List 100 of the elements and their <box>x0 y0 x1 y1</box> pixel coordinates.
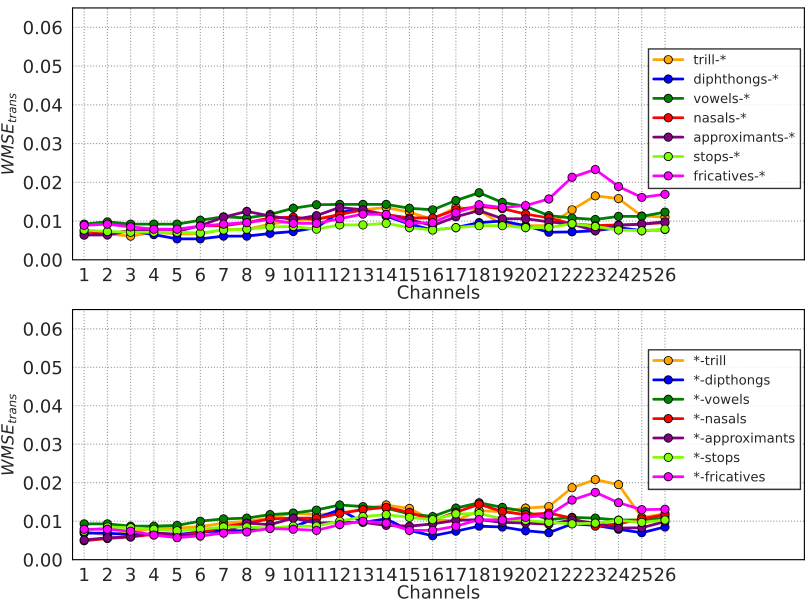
x-tick-label: 11 <box>306 268 326 282</box>
point <box>451 196 460 206</box>
point <box>288 218 298 228</box>
point <box>404 512 414 522</box>
x-tick-label: 19 <box>492 268 513 282</box>
point <box>428 205 438 214</box>
point <box>637 192 646 202</box>
point <box>428 526 438 535</box>
x-tick-label: 4 <box>148 268 159 282</box>
legend-label: fricatives-* <box>694 170 766 181</box>
point <box>288 204 298 213</box>
y-tick-label: 0.03 <box>24 136 62 151</box>
x-tick-label: 8 <box>242 568 252 582</box>
y-axis-title: WMSE$_{trans}$ <box>1 93 16 174</box>
x-tick-label: 13 <box>353 268 373 282</box>
y-tick-label: 0.00 <box>24 553 62 567</box>
point <box>404 204 414 213</box>
x-tick-label: 9 <box>265 268 274 282</box>
x-tick-label: 17 <box>446 568 466 582</box>
x-tick-label: 10 <box>284 268 304 282</box>
point <box>218 514 228 524</box>
point <box>312 218 322 228</box>
point <box>312 526 322 535</box>
x-tick-label: 23 <box>585 268 606 282</box>
point <box>660 208 670 217</box>
x-axis-title: Channels <box>398 584 480 599</box>
x-tick-label: 25 <box>632 568 652 582</box>
x-tick-label: 20 <box>515 268 536 282</box>
point <box>242 206 252 216</box>
point <box>567 227 577 236</box>
legend-label: stops-* <box>694 151 740 164</box>
x-tick-label: 8 <box>242 268 252 282</box>
point <box>428 218 438 228</box>
legend-label: *-trill <box>694 355 726 366</box>
legend-label: *-dipthongs <box>694 374 770 388</box>
x-tick-label: 23 <box>585 568 606 582</box>
x-tick-label: 19 <box>492 568 513 582</box>
legend-label: trill-* <box>694 54 726 64</box>
point <box>521 526 530 536</box>
x-tick-label: 2 <box>102 268 112 282</box>
legend-label: *-vowels <box>694 394 750 404</box>
y-tick-label: 0.06 <box>24 20 62 34</box>
x-tick-label: 6 <box>196 268 205 282</box>
y-axis-title: WMSE$_{trans}$ <box>1 394 16 474</box>
legend-label: *-fricatives <box>694 471 765 482</box>
y-tick-label: 0.02 <box>24 176 62 190</box>
legend-label: *-stops <box>694 452 740 465</box>
legend-label: *-nasals <box>694 413 746 424</box>
point <box>637 505 646 514</box>
legend-label: nasals-* <box>694 112 746 123</box>
point <box>474 221 484 230</box>
point <box>335 214 344 224</box>
point <box>265 222 275 232</box>
point <box>312 200 322 210</box>
x-tick-label: 14 <box>376 568 397 582</box>
point <box>335 520 344 530</box>
x-tick-label: 5 <box>172 568 182 582</box>
point <box>590 191 600 200</box>
y-tick-label: 0.05 <box>24 360 62 374</box>
x-tick-label: 4 <box>148 568 159 582</box>
point <box>382 218 391 228</box>
x-tick-label: 18 <box>470 268 490 282</box>
x-tick-label: 18 <box>470 568 490 582</box>
x-tick-label: 26 <box>654 268 676 282</box>
y-tick-label: 0.01 <box>24 214 62 228</box>
x-tick-label: 3 <box>126 268 135 282</box>
x-tick-label: 3 <box>126 568 135 582</box>
y-tick-label: 0.02 <box>24 476 62 490</box>
point <box>567 483 577 492</box>
point <box>126 222 136 232</box>
point <box>590 164 600 174</box>
point <box>614 212 624 221</box>
x-tick-label: 21 <box>538 568 559 582</box>
y-tick-label: 0.01 <box>24 514 62 528</box>
x-tick-label: 12 <box>330 568 350 582</box>
x-tick-label: 22 <box>562 268 582 282</box>
point <box>614 194 624 204</box>
point <box>544 528 554 538</box>
point <box>335 500 344 510</box>
legend-label: vowels-* <box>694 92 750 104</box>
x-tick-label: 5 <box>172 268 182 282</box>
x-tick-label: 12 <box>330 268 350 282</box>
point <box>637 518 646 527</box>
x-tick-label: 6 <box>196 568 205 582</box>
x-axis-title: Channels <box>398 284 480 299</box>
point <box>660 190 670 199</box>
x-tick-label: 24 <box>608 568 629 582</box>
point <box>288 524 298 534</box>
y-tick-label: 0.04 <box>24 399 62 413</box>
point <box>660 504 670 514</box>
legend-label: diphthongs-* <box>694 74 778 86</box>
point <box>358 220 368 230</box>
point <box>172 533 182 542</box>
x-tick-label: 16 <box>423 568 444 582</box>
point <box>614 225 624 235</box>
x-tick-label: 25 <box>632 268 652 282</box>
point <box>451 208 460 218</box>
x-tick-label: 1 <box>80 268 88 282</box>
x-tick-label: 17 <box>446 268 466 282</box>
x-tick-label: 9 <box>265 568 274 582</box>
